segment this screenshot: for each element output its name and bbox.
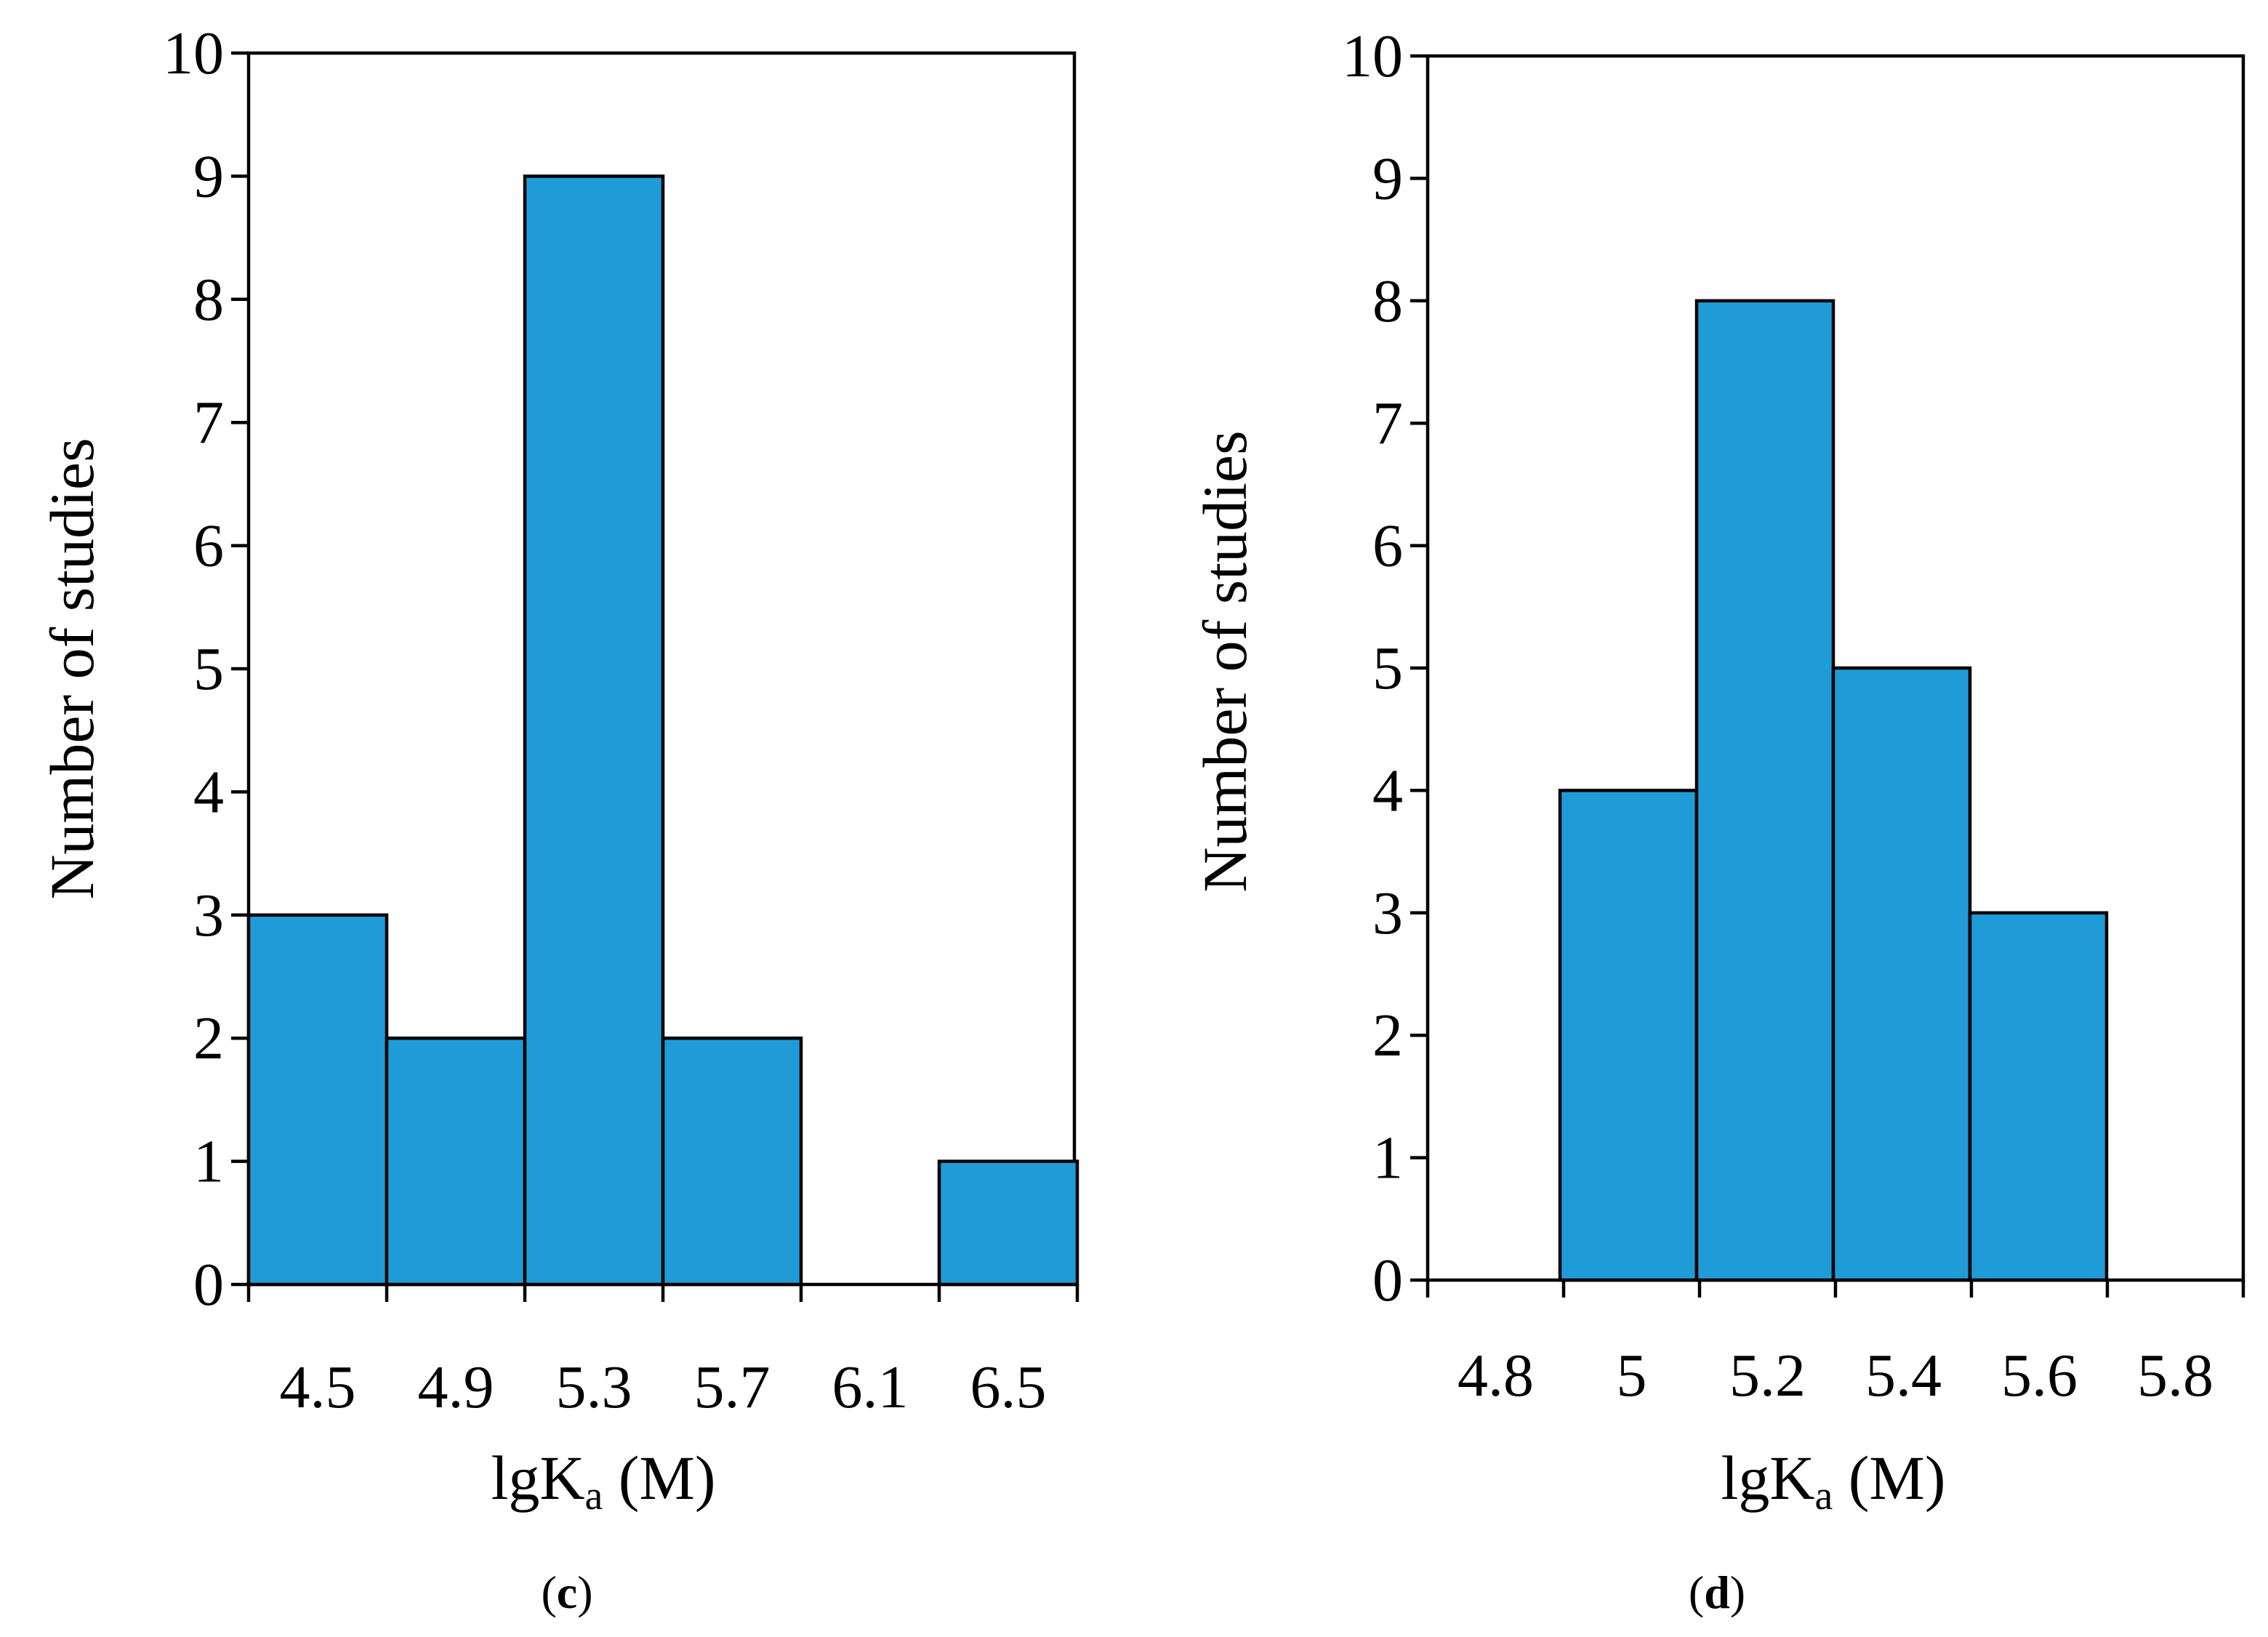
x-ticks-c: 4.5 4.9 5.3 5.7 6.1 6.5 — [246, 1284, 1079, 1421]
x-tick-label-d-5.6: 5.6 — [2001, 1342, 2078, 1409]
y-tick-label-c-6: 6 — [193, 512, 224, 580]
y-tick-label-d-3: 3 — [1372, 880, 1403, 947]
bars-c — [246, 174, 1079, 1287]
x-tick-label-c-5.3: 5.3 — [556, 1354, 632, 1421]
y-ticks-d: 0 1 2 3 4 5 6 7 8 9 10 — [1342, 23, 1428, 1314]
y-tick-label-d-8: 8 — [1372, 268, 1403, 335]
bar-d-5.6 — [1968, 911, 2109, 1282]
y-tick-label-d-2: 2 — [1372, 1002, 1403, 1069]
x-axis-label-c: lgKa (M) — [491, 1443, 715, 1519]
bar-c-5.7 — [661, 1036, 803, 1287]
y-tick-label-d-7: 7 — [1372, 390, 1403, 457]
x-axis-label-main-c: lgK — [491, 1443, 584, 1513]
y-tick-label-c-10: 10 — [163, 20, 224, 87]
panel-label-c: (c) — [541, 1566, 592, 1618]
x-axis-label-d: lgKa (M) — [1721, 1443, 1945, 1519]
x-axis-label-sub-c: a — [584, 1473, 603, 1519]
bar-c-4.5 — [246, 913, 389, 1287]
panel-label-close-d: ) — [1730, 1566, 1745, 1618]
bar-c-6.5 — [937, 1159, 1079, 1287]
x-tick-label-d-5.4: 5.4 — [1865, 1342, 1942, 1409]
y-tick-label-c-5: 5 — [193, 635, 224, 703]
y-tick-label-c-7: 7 — [193, 389, 224, 456]
y-tick-label-c-2: 2 — [193, 1005, 224, 1072]
y-tick-label-d-1: 1 — [1372, 1125, 1403, 1192]
panel-label-close-c: ) — [577, 1566, 592, 1618]
y-tick-label-d-0: 0 — [1372, 1247, 1403, 1314]
y-tick-label-c-4: 4 — [193, 758, 224, 826]
y-tick-label-c-8: 8 — [193, 266, 224, 334]
x-axis-label-suffix-c: (M) — [603, 1443, 715, 1513]
x-tick-label-c-6.1: 6.1 — [832, 1354, 909, 1421]
chart-panel-d: 0 1 2 3 4 5 6 7 8 9 10 4.8 5 5.2 5.4 5.6 5.8 Number of … — [1190, 23, 2245, 1618]
x-axis-label-main-d: lgK — [1721, 1443, 1814, 1513]
x-axis-label-sub-d: a — [1814, 1473, 1833, 1519]
bar-d-5 — [1558, 789, 1699, 1282]
y-tick-label-c-9: 9 — [193, 142, 224, 210]
panel-label-d: (d) — [1689, 1566, 1745, 1618]
bar-d-5.2 — [1694, 299, 1835, 1282]
y-axis-label-d: Number of studies — [1190, 430, 1260, 892]
x-tick-label-c-6.5: 6.5 — [970, 1354, 1047, 1421]
y-tick-label-d-9: 9 — [1372, 145, 1403, 212]
bars-d — [1558, 299, 2109, 1282]
y-tick-label-c-3: 3 — [193, 882, 224, 949]
panel-label-open-d: ( — [1689, 1566, 1704, 1618]
x-tick-label-d-4.8: 4.8 — [1457, 1342, 1534, 1409]
chart-panel-c: 0 1 2 3 4 5 6 7 8 9 10 4.5 4.9 5.3 5.7 6.1 6.5 Number o… — [37, 20, 1079, 1618]
y-tick-label-d-10: 10 — [1342, 23, 1403, 90]
y-tick-label-d-4: 4 — [1372, 757, 1403, 824]
y-tick-label-c-0: 0 — [193, 1251, 224, 1319]
y-tick-label-c-1: 1 — [193, 1128, 224, 1196]
x-tick-label-d-5.2: 5.2 — [1729, 1342, 1806, 1409]
x-tick-label-d-5: 5 — [1617, 1342, 1647, 1409]
x-tick-label-c-5.7: 5.7 — [694, 1354, 771, 1421]
x-tick-label-c-4.9: 4.9 — [418, 1354, 494, 1421]
bar-c-5.3 — [523, 174, 665, 1287]
bar-c-4.9 — [385, 1036, 527, 1287]
panel-label-open-c: ( — [541, 1566, 556, 1618]
y-tick-label-d-6: 6 — [1372, 512, 1403, 580]
panel-label-letter-d: d — [1704, 1566, 1730, 1618]
panel-label-letter-c: c — [557, 1566, 577, 1618]
x-axis-label-suffix-d: (M) — [1833, 1443, 1945, 1513]
y-tick-label-d-5: 5 — [1372, 635, 1403, 702]
y-ticks-c: 0 1 2 3 4 5 6 7 8 9 10 — [163, 20, 249, 1319]
x-tick-label-d-5.8: 5.8 — [2137, 1342, 2213, 1409]
x-tick-label-c-4.5: 4.5 — [280, 1354, 356, 1421]
y-axis-label-c: Number of studies — [37, 438, 107, 899]
bar-d-5.4 — [1831, 666, 1972, 1282]
x-ticks-d: 4.8 5 5.2 5.4 5.6 5.8 — [1425, 1280, 2245, 1409]
